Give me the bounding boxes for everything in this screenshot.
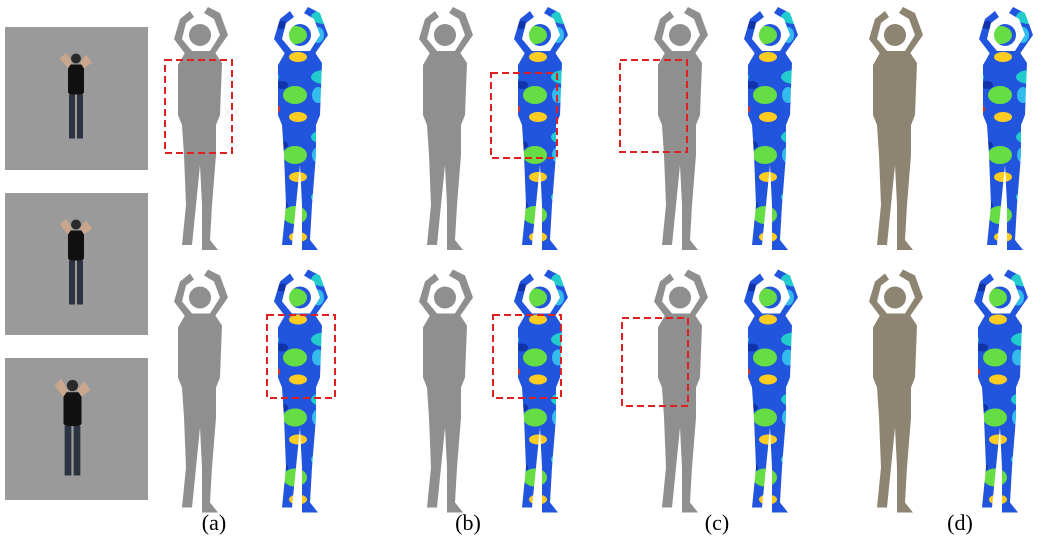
mesh	[654, 270, 708, 513]
mesh	[869, 270, 923, 513]
mesh	[419, 270, 473, 513]
error-map	[979, 7, 1033, 250]
photo	[5, 27, 148, 170]
error-map	[744, 7, 798, 250]
photo	[5, 193, 148, 335]
page: (a) (b) (c) (d) (() => { const data = JS…	[0, 0, 1050, 544]
caption: (c)	[705, 510, 729, 535]
mesh	[654, 7, 708, 250]
mesh	[419, 7, 473, 250]
error-map	[514, 270, 568, 513]
photos	[5, 27, 148, 500]
figure: (a) (b) (c) (d)	[0, 0, 1050, 544]
caption: (d)	[947, 510, 973, 535]
error-map	[974, 270, 1028, 513]
caption: (b)	[455, 510, 481, 535]
mesh	[174, 7, 228, 250]
meshes	[174, 7, 1033, 513]
error-map	[744, 270, 798, 513]
error-map	[514, 7, 568, 250]
caption: (a)	[202, 510, 226, 535]
error-map	[274, 270, 328, 513]
mesh	[174, 270, 228, 513]
error-map	[274, 7, 328, 250]
mesh	[869, 7, 923, 250]
